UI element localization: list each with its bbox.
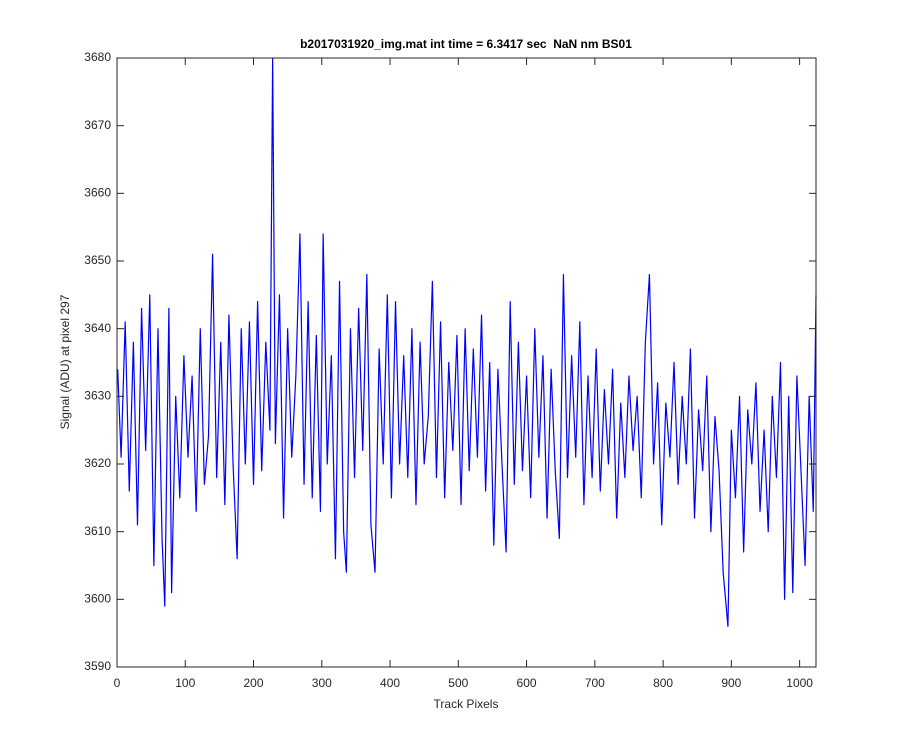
- y-tick-label: 3630: [84, 389, 111, 403]
- y-tick-label: 3670: [84, 118, 111, 132]
- x-tick-label: 1000: [786, 676, 813, 690]
- x-tick-label: 900: [721, 676, 741, 690]
- x-tick-label: 100: [175, 676, 195, 690]
- axes-box: [116, 57, 817, 668]
- y-tick-label: 3620: [84, 456, 111, 470]
- y-tick-label: 3660: [84, 186, 111, 200]
- x-tick-label: 400: [380, 676, 400, 690]
- y-tick-label: 3600: [84, 592, 111, 606]
- chart-title: b2017031920_img.mat int time = 6.3417 se…: [300, 37, 632, 51]
- x-tick-label: 300: [312, 676, 332, 690]
- y-tick-label: 3650: [84, 253, 111, 267]
- x-tick-label: 500: [448, 676, 468, 690]
- x-tick-label: 0: [114, 676, 121, 690]
- y-tick-label: 3680: [84, 50, 111, 64]
- y-tick-label: 3610: [84, 524, 111, 538]
- x-tick-label: 800: [653, 676, 673, 690]
- data-line: [117, 57, 817, 627]
- x-tick-label: 700: [585, 676, 605, 690]
- x-axis-label: Track Pixels: [434, 697, 499, 711]
- x-tick-label: 200: [244, 676, 264, 690]
- plot-area: [117, 57, 817, 627]
- x-tick-label: 600: [517, 676, 537, 690]
- y-tick-label: 3590: [84, 659, 111, 673]
- y-axis-label: Signal (ADU) at pixel 297: [58, 294, 72, 429]
- y-tick-label: 3640: [84, 321, 111, 335]
